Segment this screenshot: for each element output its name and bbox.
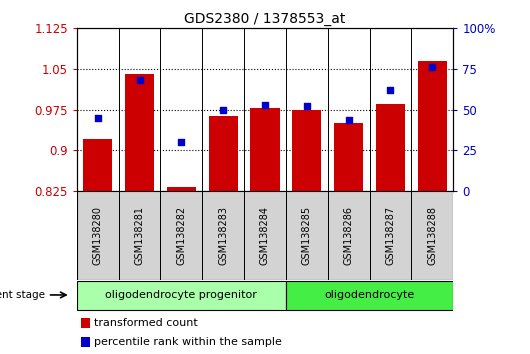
Text: GSM138280: GSM138280 (93, 206, 103, 265)
Point (428, 64, 437, 70)
Text: oligodendrocyte: oligodendrocyte (324, 290, 414, 300)
Bar (328, 191, 369, 280)
Text: transformed count: transformed count (94, 318, 198, 328)
Bar (418, 61, 447, 191)
Bar (244, 191, 286, 280)
Text: oligodendrocyte progenitor: oligodendrocyte progenitor (105, 290, 258, 300)
Bar (208, 116, 238, 191)
Bar (81, 318, 90, 328)
Bar (369, 191, 411, 280)
Bar (286, 281, 453, 310)
Bar (119, 191, 161, 280)
Point (135, 78, 144, 83)
Point (93, 115, 102, 121)
Bar (167, 187, 196, 191)
Bar (250, 108, 280, 191)
Point (261, 102, 269, 108)
Text: GSM138286: GSM138286 (343, 206, 354, 265)
Point (219, 107, 227, 113)
Bar (376, 104, 405, 191)
Bar (286, 191, 328, 280)
Text: GSM138283: GSM138283 (218, 206, 228, 265)
Bar (81, 337, 90, 347)
Title: GDS2380 / 1378553_at: GDS2380 / 1378553_at (184, 12, 346, 26)
Point (177, 139, 186, 145)
Bar (334, 123, 363, 191)
Bar (161, 191, 202, 280)
Bar (202, 191, 244, 280)
Point (344, 117, 353, 122)
Point (386, 87, 395, 93)
Bar (83, 139, 112, 191)
Text: percentile rank within the sample: percentile rank within the sample (94, 337, 281, 347)
Text: GSM138285: GSM138285 (302, 206, 312, 265)
Text: GSM138281: GSM138281 (135, 206, 145, 265)
Point (303, 104, 311, 109)
Bar (125, 74, 154, 191)
Bar (292, 110, 321, 191)
Bar (77, 191, 119, 280)
Text: GSM138287: GSM138287 (385, 206, 395, 265)
Bar (411, 191, 453, 280)
Text: GSM138282: GSM138282 (176, 206, 187, 265)
Text: GSM138284: GSM138284 (260, 206, 270, 265)
Bar (77, 281, 286, 310)
Text: development stage: development stage (0, 290, 45, 300)
Text: GSM138288: GSM138288 (427, 206, 437, 265)
